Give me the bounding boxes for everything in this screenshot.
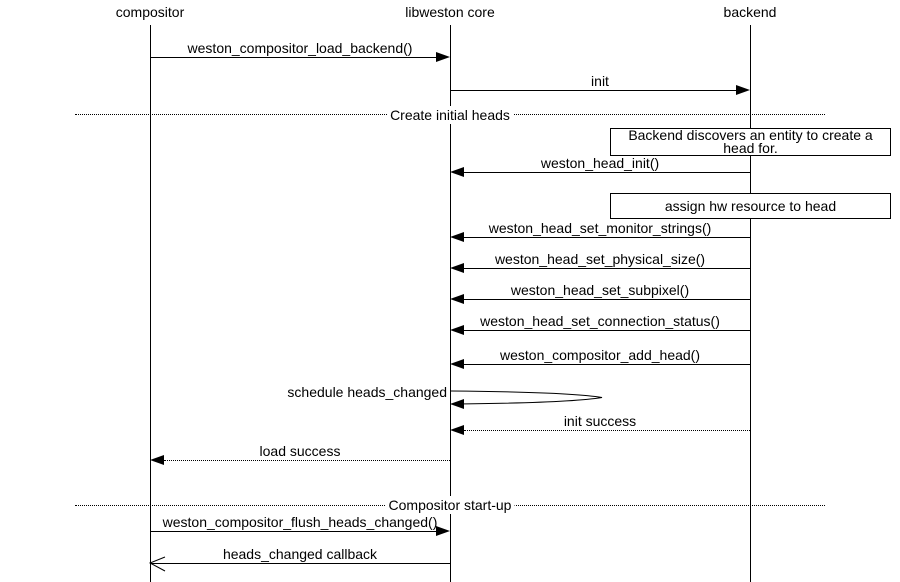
message-line (464, 364, 750, 365)
lifeline-compositor (150, 25, 151, 582)
arrow-right-icon (736, 85, 750, 95)
arrow-left-icon (450, 232, 464, 242)
message-label: weston_compositor_flush_heads_changed() (162, 514, 438, 530)
arrow-right-icon (436, 52, 450, 62)
message-label: weston_head_set_physical_size() (494, 251, 706, 267)
note-text-line: head for. (723, 140, 778, 156)
arrow-left-icon (450, 294, 464, 304)
message-line (164, 460, 450, 461)
arrow-left-icon (450, 325, 464, 335)
message-line (464, 268, 750, 269)
arrow-right-icon (436, 526, 450, 536)
note-text-line: Backend discovers an entity to create a (628, 127, 873, 143)
message-label: weston_compositor_load_backend() (187, 40, 413, 56)
message-label: weston_compositor_add_head() (499, 347, 701, 363)
message-line (150, 531, 436, 532)
arrow-left-icon (450, 359, 464, 369)
arrow-left-icon (450, 425, 464, 435)
message-line (150, 57, 436, 58)
message-label: weston_head_set_connection_status() (480, 313, 720, 329)
participant-label-compositor: compositor (115, 4, 185, 20)
message-line (464, 172, 750, 173)
message-line (450, 90, 736, 91)
arrow-left-icon (150, 455, 164, 465)
arrow-left-icon (450, 399, 464, 409)
message-line (150, 563, 450, 564)
message-label: heads_changed callback (222, 546, 378, 562)
arrow-left-icon (450, 167, 464, 177)
message-line (464, 237, 750, 238)
participant-label-backend: backend (723, 4, 777, 20)
note-backend-discovers: Backend discovers an entity to create a … (610, 128, 891, 156)
message-label: weston_head_set_subpixel() (510, 282, 690, 298)
message-label: weston_head_set_monitor_strings() (488, 220, 712, 236)
message-line (464, 430, 750, 431)
divider-label: Compositor start-up (385, 496, 515, 514)
message-label: load success (259, 443, 341, 459)
note-assign-hw-resource: assign hw resource to head (610, 193, 891, 219)
lifeline-backend (750, 25, 751, 582)
self-message-loop (451, 390, 603, 405)
participant-label-libweston-core: libweston core (405, 4, 495, 20)
divider-label: Create initial heads (387, 106, 513, 124)
message-label: init (591, 73, 609, 89)
note-text-line: assign hw resource to head (664, 197, 837, 214)
arrow-left-icon (450, 263, 464, 273)
message-label: schedule heads_changed (287, 384, 447, 400)
message-label: weston_head_init() (540, 155, 660, 171)
open-arrow-left-icon (149, 556, 166, 572)
message-line (464, 330, 750, 331)
message-label: init success (563, 413, 637, 429)
message-line (464, 299, 750, 300)
